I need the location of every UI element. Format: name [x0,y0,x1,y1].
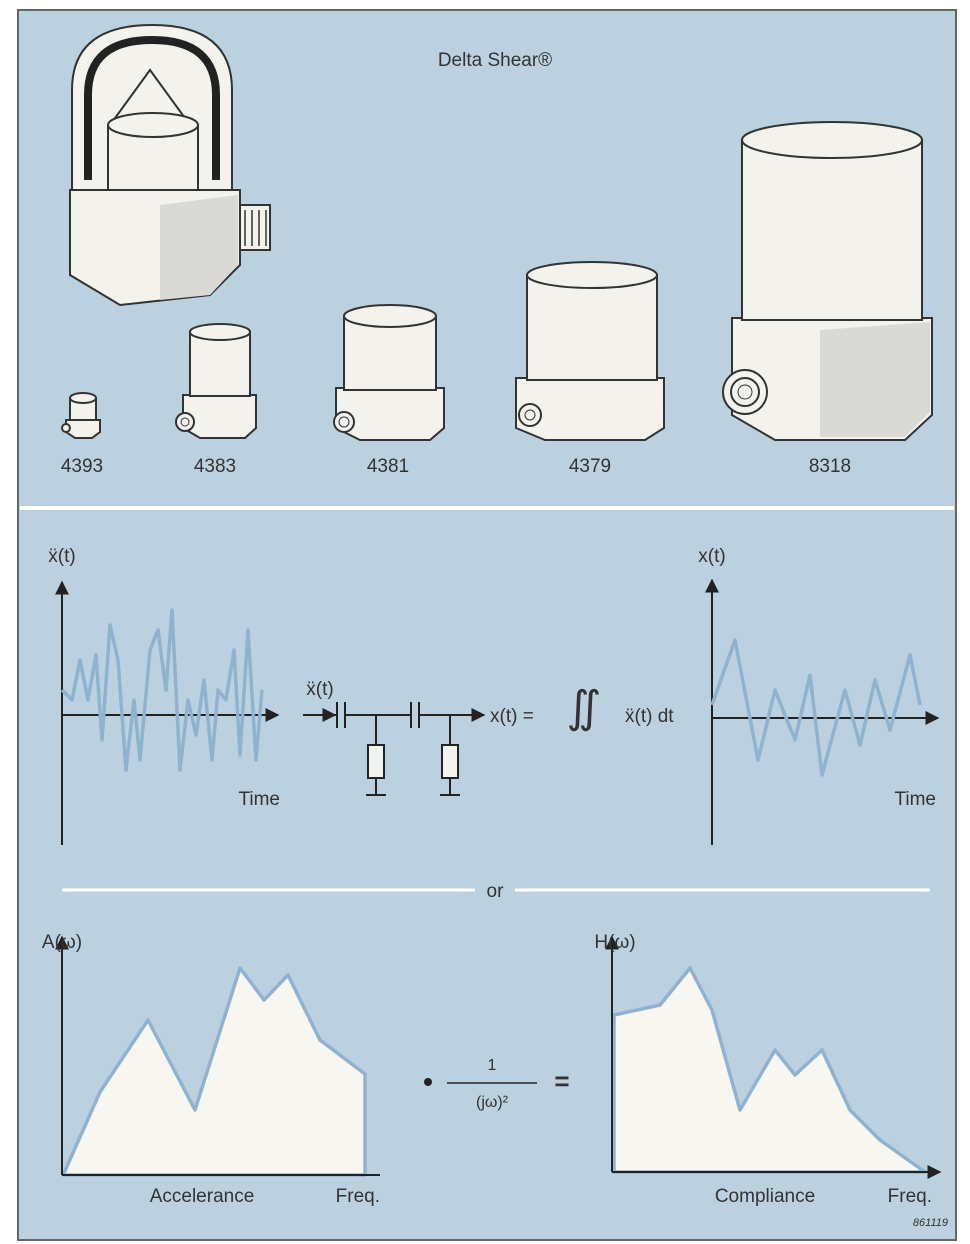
accelerometer-4381-part [343,315,437,391]
acceleration-signal [60,608,264,772]
integrator-circuit-part [367,744,385,779]
accelerometer-4393-part [61,423,71,433]
accelerometer-4383-part [175,412,195,432]
accelerometer-8318-part [722,369,768,415]
equation: ẍ(t) dt [625,706,674,727]
accelerometer-4381 [333,304,445,441]
equation: x(t) = [490,706,534,727]
model-label: 4381 [367,456,409,477]
accelerometer-4381-part [333,411,355,433]
equals-sign: = [554,1066,569,1096]
accelerometer-4381-part [335,387,445,441]
cutaway-accelerometer-part [84,35,220,180]
axis-label: Freq. [336,1186,380,1207]
accelerometer-4393 [61,392,101,439]
accelerometer-4379-part [515,377,665,441]
model-label: 8318 [809,456,851,477]
separator: or [487,881,505,902]
title: Delta Shear® [438,50,552,71]
axis-label: H(ω) [594,932,635,953]
integrator-circuit [303,702,486,796]
accelerometer-4383 [175,323,257,439]
accelerometer-8318-part [741,121,923,159]
accelerometer-4381-part [338,416,350,428]
axis-label: ẍ(t) [48,546,75,567]
axis-label: x(t) [698,546,725,567]
model-label: 4383 [194,456,236,477]
integrator-circuit-part [441,744,459,779]
axis-label: Freq. [888,1186,932,1207]
curve-name: Compliance [715,1186,815,1207]
model-label: 4393 [61,456,103,477]
accelerometer-8318-part [820,322,930,437]
accelerometer-4379-part [526,274,658,381]
integrator-circuit-part [410,702,420,728]
figure-code: 861119 [913,1217,948,1229]
accelerometer-4393-part [69,392,97,404]
displacement-signal [710,638,922,777]
accelerometer-4393-part [65,419,101,439]
accelerometer-4379 [515,261,665,441]
cutaway-accelerometer [69,23,271,307]
multiply-dot [424,1078,432,1086]
accelerometer-8318-part [741,139,923,321]
accelerometer-4383-part [189,331,251,397]
circuit-input: ẍ(t) [306,679,333,700]
accelerometer-4383-part [180,417,190,427]
accelerometer-4383-part [189,323,251,341]
accelerometer-4379-part [526,261,658,289]
axis-label: Time [238,789,280,810]
accelerometer-4383-part [182,394,257,439]
frequency-axes [55,935,942,1179]
accelerometer-4379-part [524,409,536,421]
cutaway-accelerometer-part [244,210,267,246]
curve-name: Accelerance [150,1186,255,1207]
fraction-numerator: 1 [488,1057,497,1074]
accelerometer-4381-part [343,304,437,328]
accelerometer-8318-part [737,384,753,400]
axis-label: Time [894,789,936,810]
accelerometer-8318 [722,121,933,441]
fraction-denominator: (jω)² [476,1094,509,1111]
accelerometer-4379-part [518,403,542,427]
axis-label: A(ω) [42,932,82,953]
model-label: 4379 [569,456,611,477]
integral-sign: ∬ [567,683,602,732]
cutaway-accelerometer-part [160,195,238,300]
cutaway-accelerometer-part [107,112,199,138]
accelerometer-8318-part [730,377,760,407]
integrator-circuit-part [336,702,346,728]
